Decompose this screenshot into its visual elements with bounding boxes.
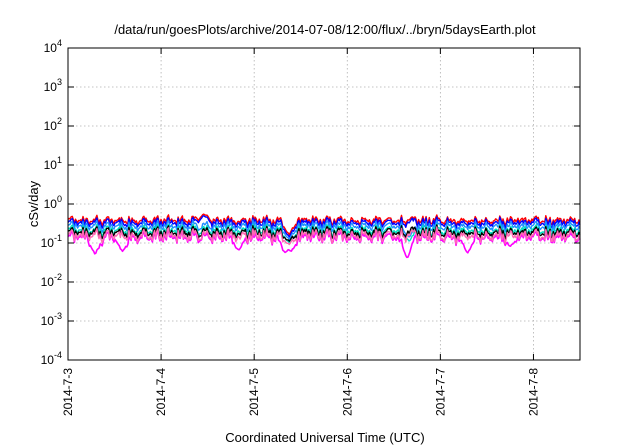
y-axis-label: cSv/day xyxy=(26,180,41,227)
y-tick-label: 10-1 xyxy=(41,233,62,250)
y-tick-label: 101 xyxy=(44,155,62,172)
x-axis: 2014-7-3 2014-7-4 2014-7-5 2014-7-6 2014-7-7… xyxy=(61,48,540,416)
y-axis: 10-4 10-3 10-2 10-1 100 101 102 103 104 xyxy=(41,38,580,367)
y-tick-label: 102 xyxy=(44,116,62,133)
x-tick-label: 2014-7-8 xyxy=(526,368,540,416)
y-tick-label: 103 xyxy=(44,77,62,94)
series-layer xyxy=(67,213,581,259)
y-tick-label: 10-2 xyxy=(41,272,62,289)
series-line xyxy=(67,213,581,236)
y-tick-label: 10-4 xyxy=(41,350,62,367)
series-line xyxy=(67,226,581,246)
series-line xyxy=(67,214,581,238)
x-axis-label: Coordinated Universal Time (UTC) xyxy=(225,430,424,445)
x-tick-label: 2014-7-5 xyxy=(247,368,261,416)
grid-layer xyxy=(67,48,580,360)
y-tick-label: 100 xyxy=(44,194,62,211)
x-tick-label: 2014-7-4 xyxy=(154,368,168,416)
x-tick-label: 2014-7-6 xyxy=(340,368,354,416)
chart-title: /data/run/goesPlots/archive/2014-07-08/1… xyxy=(114,22,536,37)
x-tick-label: 2014-7-3 xyxy=(61,368,75,416)
x-tick-label: 2014-7-7 xyxy=(433,368,447,416)
series-line xyxy=(67,219,581,241)
series-line xyxy=(67,224,581,242)
y-tick-label: 10-3 xyxy=(41,311,62,328)
y-tick-label: 104 xyxy=(44,38,62,55)
